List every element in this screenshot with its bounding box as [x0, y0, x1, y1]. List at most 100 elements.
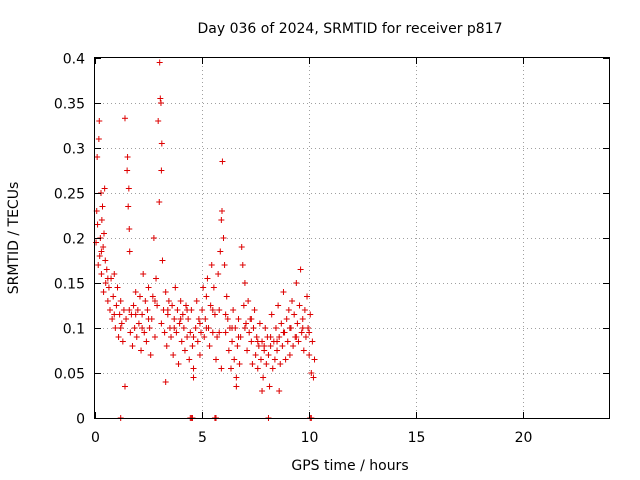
y-tick-label: 0.35 [54, 97, 85, 113]
data-point [235, 316, 242, 322]
y-tick-label: 0.15 [54, 277, 85, 293]
data-point [304, 293, 311, 300]
data-point [240, 302, 247, 309]
data-point [114, 284, 121, 291]
data-point [199, 307, 206, 313]
x-tick-label: 20 [515, 430, 533, 446]
data-point [196, 320, 203, 327]
data-point [269, 365, 276, 372]
data-point [111, 271, 118, 277]
data-point [95, 262, 102, 268]
data-point [165, 298, 172, 304]
data-point [120, 307, 127, 313]
data-point [193, 298, 200, 304]
data-point [159, 257, 166, 264]
data-point [171, 325, 178, 331]
data-point [200, 284, 207, 291]
data-point [116, 311, 123, 318]
data-point [266, 383, 273, 390]
data-point [213, 356, 220, 363]
data-point [139, 325, 146, 331]
data-point [305, 325, 312, 331]
data-point [203, 325, 210, 331]
data-point [136, 293, 143, 300]
data-point [171, 316, 178, 322]
data-point [254, 365, 261, 372]
data-point [126, 248, 133, 255]
data-point [223, 293, 230, 300]
data-point [227, 365, 234, 372]
data-point [134, 307, 141, 313]
x-tick-label: 5 [198, 430, 207, 446]
data-point [306, 329, 313, 336]
data-point [111, 311, 118, 318]
data-point [256, 320, 263, 327]
data-point [246, 329, 253, 336]
data-point [145, 284, 152, 291]
x-tick-label: 10 [301, 430, 319, 446]
data-point [204, 275, 211, 282]
data-point [98, 217, 105, 223]
data-point [124, 167, 131, 174]
data-point [274, 347, 281, 354]
data-point [146, 325, 153, 331]
data-point [293, 280, 300, 286]
data-point [289, 298, 296, 304]
data-point [129, 343, 136, 349]
data-point [174, 307, 181, 313]
data-point [257, 356, 264, 363]
data-point [235, 334, 242, 340]
data-point [236, 361, 243, 367]
data-point [95, 136, 102, 142]
y-axis-ticks: 0 0.05 0.1 0.15 0.2 0.25 0.3 0.35 0.4 [54, 52, 609, 428]
y-tick-label: 0.3 [63, 142, 85, 158]
data-point [184, 334, 191, 340]
data-point [190, 365, 197, 372]
data-point [98, 271, 105, 277]
data-point [177, 298, 184, 304]
data-point [187, 329, 194, 336]
data-point [151, 298, 158, 304]
data-point [295, 338, 302, 345]
data-point [125, 185, 132, 192]
data-point [115, 334, 122, 340]
data-point [254, 338, 261, 345]
y-tick-label: 0.4 [63, 52, 85, 68]
data-point [192, 325, 199, 331]
data-point [206, 343, 213, 349]
data-point [158, 320, 165, 327]
data-point [124, 154, 131, 160]
data-point [143, 338, 150, 345]
y-tick-label: 0.25 [54, 187, 85, 203]
data-point [301, 307, 308, 313]
data-point [242, 320, 249, 327]
data-point [141, 329, 148, 336]
data-point [101, 185, 108, 192]
data-point [100, 244, 107, 250]
data-point [156, 59, 163, 66]
y-tick-label: 0.2 [63, 232, 85, 248]
data-point [190, 334, 197, 340]
data-point [296, 302, 303, 309]
data-point [291, 311, 298, 318]
data-point [272, 325, 279, 331]
data-point [306, 352, 313, 358]
data-point [299, 316, 306, 322]
data-point [211, 311, 218, 318]
data-point [155, 118, 162, 124]
data-point [284, 338, 291, 345]
data-point [123, 316, 130, 322]
data-point [311, 356, 318, 363]
data-point [238, 244, 245, 250]
data-point [216, 329, 223, 336]
data-point [299, 325, 306, 331]
x-axis-ticks: 0 5 10 15 20 [91, 58, 532, 446]
data-point [132, 289, 139, 295]
data-point [233, 383, 240, 390]
data-point [230, 307, 237, 313]
data-point [310, 374, 317, 381]
data-point [131, 325, 138, 331]
data-point [99, 203, 106, 210]
data-point [274, 338, 281, 345]
